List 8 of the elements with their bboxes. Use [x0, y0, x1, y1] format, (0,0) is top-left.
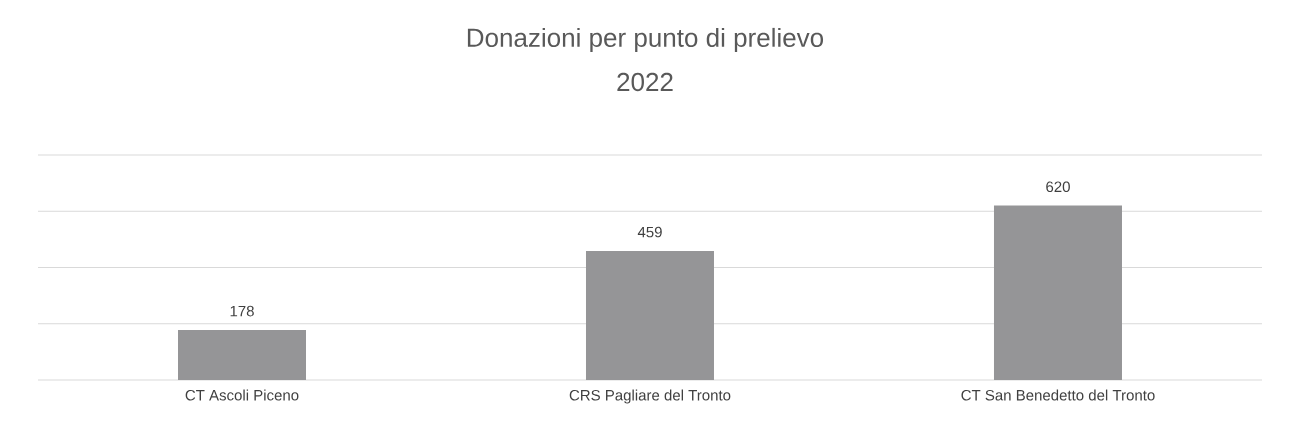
chart-subtitle: 2022	[617, 72, 673, 92]
data-label: 459	[637, 226, 662, 238]
x-tick-label: CT Ascoli Piceno	[185, 389, 299, 401]
x-tick-label: CT San Benedetto del Tronto	[961, 389, 1155, 401]
data-label: 620	[1046, 181, 1070, 193]
x-tick-label: CRS Pagliare del Tronto	[569, 389, 731, 404]
data-label: 178	[230, 305, 254, 317]
chart-title: Donazioni per punto di prelievo	[467, 27, 824, 53]
